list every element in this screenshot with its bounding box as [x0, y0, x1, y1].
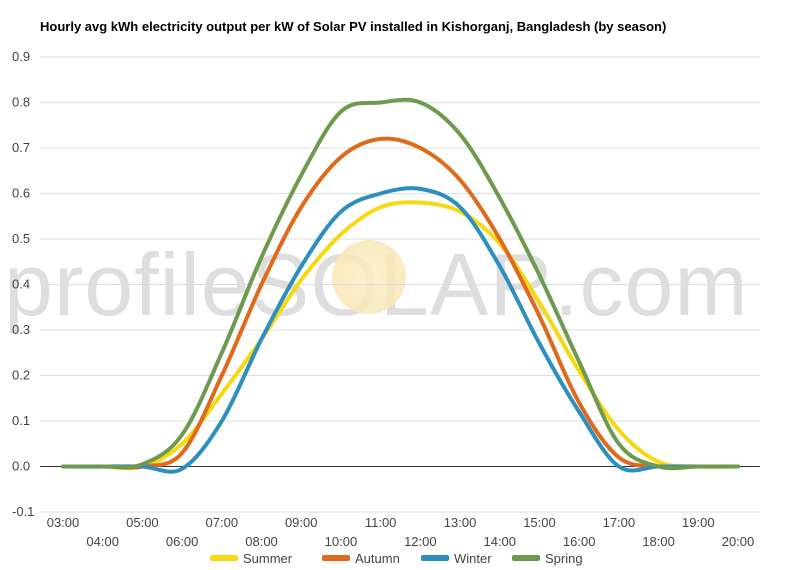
x-tick-label: 05:00	[126, 515, 159, 530]
chart-title: Hourly avg kWh electricity output per kW…	[40, 19, 667, 34]
y-tick-label: 0.3	[12, 322, 30, 337]
x-tick-label: 18:00	[642, 534, 675, 549]
y-tick-label: 0.7	[12, 140, 30, 155]
x-tick-label: 15:00	[523, 515, 556, 530]
y-tick-label: 0.8	[12, 95, 30, 110]
legend-swatch	[210, 555, 238, 561]
legend-label: Winter	[454, 550, 492, 566]
y-tick-label: -0.1	[12, 504, 34, 519]
legend-label: Spring	[545, 550, 583, 566]
series-line-summer	[61, 200, 740, 471]
y-tick-label: 0.9	[12, 49, 30, 64]
legend-item-summer: Summer	[210, 548, 292, 568]
x-tick-label: 13:00	[444, 515, 477, 530]
x-tick-label: 09:00	[285, 515, 318, 530]
legend-swatch	[322, 555, 350, 561]
legend-item-spring: Spring	[512, 548, 583, 568]
series-line-autumn	[61, 136, 740, 470]
x-tick-label: 04:00	[86, 534, 119, 549]
x-tick-label: 08:00	[245, 534, 278, 549]
series-line-spring	[61, 97, 740, 471]
watermark-sun-icon	[332, 240, 406, 314]
x-tick-label: 12:00	[404, 534, 437, 549]
x-tick-label: 10:00	[325, 534, 358, 549]
legend-item-winter: Winter	[421, 548, 492, 568]
x-tick-label: 03:00	[47, 515, 80, 530]
x-tick-label: 07:00	[206, 515, 239, 530]
x-tick-label: 19:00	[682, 515, 715, 530]
legend-label: Summer	[243, 550, 293, 566]
series-line-winter	[61, 186, 740, 474]
x-tick-label: 16:00	[563, 534, 596, 549]
x-tick-label: 14:00	[483, 534, 516, 549]
legend-swatch	[421, 555, 449, 561]
legend-swatch	[512, 555, 540, 561]
y-tick-label: 0.0	[12, 459, 30, 474]
y-tick-label: 0.1	[12, 413, 30, 428]
y-tick-label: 0.4	[12, 277, 30, 292]
legend-item-autumn: Autumn	[322, 548, 400, 568]
legend-label: Autumn	[355, 550, 400, 566]
y-tick-label: 0.5	[12, 231, 30, 246]
x-tick-label: 11:00	[365, 515, 397, 530]
y-tick-label: 0.6	[12, 186, 30, 201]
x-tick-label: 17:00	[603, 515, 636, 530]
x-tick-label: 20:00	[722, 534, 755, 549]
chart-legend: Summer Autumn Winter Spring	[0, 548, 800, 568]
y-tick-label: 0.2	[12, 368, 30, 383]
x-tick-label: 06:00	[166, 534, 199, 549]
